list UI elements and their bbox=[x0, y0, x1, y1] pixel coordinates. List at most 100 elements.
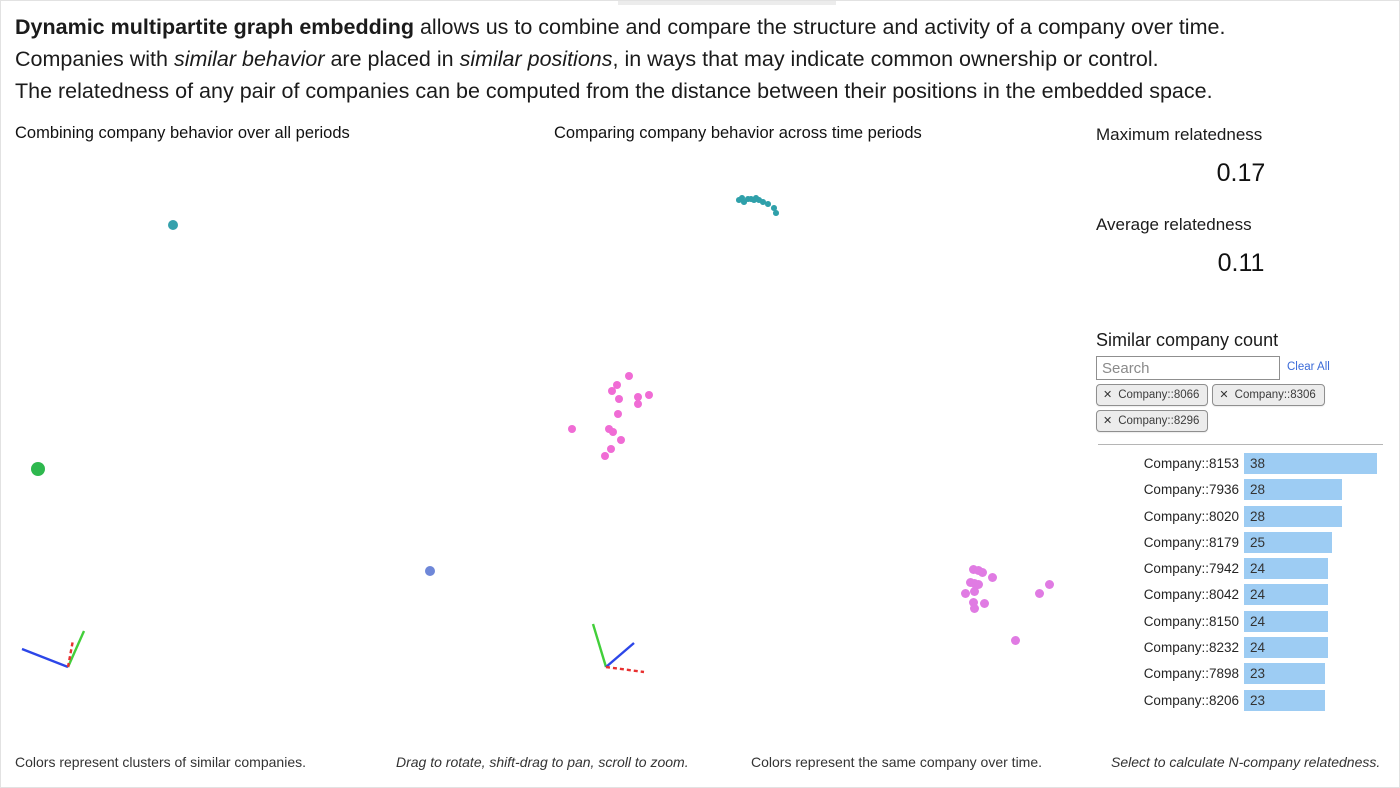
company-teal-point[interactable] bbox=[765, 201, 771, 207]
count-bar: 24 bbox=[1244, 637, 1328, 659]
company-pink-point[interactable] bbox=[645, 391, 653, 399]
company-teal-point[interactable] bbox=[745, 196, 751, 202]
company-pink-point[interactable] bbox=[607, 445, 615, 453]
company-label: Company::8042 bbox=[1143, 587, 1239, 603]
company-violet-point[interactable] bbox=[968, 597, 978, 607]
company-bar-row[interactable]: Company::8042 24 bbox=[1096, 584, 1386, 606]
company-bar-row[interactable]: Company::8150 24 bbox=[1096, 610, 1386, 632]
company-violet-point[interactable] bbox=[969, 603, 979, 613]
left-plot-title: Combining company behavior over all peri… bbox=[15, 124, 350, 142]
company-bar-row[interactable]: Company::8020 28 bbox=[1096, 505, 1386, 527]
company-bar-list: Company::8153 38 Company::7936 28 Company::8… bbox=[1096, 453, 1386, 716]
count-bar: 28 bbox=[1244, 505, 1342, 527]
count-bar: 24 bbox=[1244, 558, 1328, 580]
company-violet-point[interactable] bbox=[1044, 579, 1054, 589]
company-pink-point[interactable] bbox=[609, 428, 617, 436]
company-violet-point[interactable] bbox=[987, 572, 997, 582]
company-chip[interactable]: ✕ Company::8306 bbox=[1212, 384, 1325, 406]
company-chip[interactable]: ✕ Company::8066 bbox=[1096, 384, 1209, 406]
chip-label: Company::8296 bbox=[1118, 414, 1200, 427]
count-value: 38 bbox=[1250, 456, 1266, 471]
company-bar-row[interactable]: Company::7898 23 bbox=[1096, 663, 1386, 685]
count-value: 24 bbox=[1250, 640, 1266, 656]
company-teal-point[interactable] bbox=[756, 197, 762, 203]
company-violet-point[interactable] bbox=[969, 586, 979, 596]
company-violet-point[interactable] bbox=[960, 588, 970, 598]
remove-chip-icon[interactable]: ✕ bbox=[1219, 389, 1229, 401]
company-pink-point[interactable] bbox=[608, 387, 616, 395]
company-label: Company::8179 bbox=[1143, 534, 1239, 550]
company-label: Company::8150 bbox=[1143, 613, 1239, 629]
middle-plot-caption: Colors represent the same company over t… bbox=[751, 754, 1043, 770]
count-value: 25 bbox=[1250, 534, 1266, 550]
company-pink-point[interactable] bbox=[613, 381, 621, 389]
count-value: 24 bbox=[1250, 587, 1266, 603]
time-periods-embedding-plot[interactable] bbox=[541, 146, 1089, 756]
count-value: 23 bbox=[1250, 666, 1266, 682]
company-pink-point[interactable] bbox=[568, 425, 576, 433]
intro-line-3: The relatedness of any pair of companies… bbox=[15, 79, 1213, 103]
middle-plot-title: Comparing company behavior across time p… bbox=[554, 124, 922, 142]
count-bar: 25 bbox=[1244, 531, 1332, 553]
company-teal-point[interactable] bbox=[739, 195, 745, 201]
similar-company-count-title: Similar company count bbox=[1096, 330, 1279, 350]
company-teal-point[interactable] bbox=[773, 210, 779, 216]
count-bar: 23 bbox=[1244, 663, 1325, 685]
count-value: 23 bbox=[1250, 692, 1266, 708]
remove-chip-icon[interactable]: ✕ bbox=[1103, 415, 1113, 427]
company-bar-row[interactable]: Company::8206 23 bbox=[1096, 689, 1386, 711]
remove-chip-icon[interactable]: ✕ bbox=[1103, 389, 1113, 401]
company-pink-point[interactable] bbox=[615, 395, 623, 403]
axis-line bbox=[605, 665, 645, 674]
company-pink-point[interactable] bbox=[634, 400, 642, 408]
avg-relatedness-value: 0.11 bbox=[1217, 249, 1265, 277]
cluster-green-point[interactable] bbox=[31, 462, 45, 476]
company-violet-point[interactable] bbox=[977, 567, 987, 577]
company-teal-point[interactable] bbox=[741, 199, 747, 205]
search-input[interactable] bbox=[1096, 356, 1280, 380]
company-violet-point[interactable] bbox=[1034, 588, 1044, 598]
company-label: Company::7898 bbox=[1143, 666, 1239, 682]
company-violet-point[interactable] bbox=[968, 564, 978, 574]
combined-embedding-plot[interactable] bbox=[1, 146, 541, 756]
max-relatedness-value: 0.17 bbox=[1216, 159, 1266, 187]
company-teal-point[interactable] bbox=[748, 196, 754, 202]
avg-relatedness-label: Average relatedness bbox=[1096, 215, 1252, 234]
count-value: 24 bbox=[1250, 561, 1266, 577]
cluster-blue-point[interactable] bbox=[425, 566, 435, 576]
company-violet-point[interactable] bbox=[973, 579, 983, 589]
company-violet-point[interactable] bbox=[979, 598, 989, 608]
clear-all-link[interactable]: Clear All bbox=[1287, 361, 1330, 373]
count-bar: 38 bbox=[1244, 453, 1377, 474]
company-bar-row[interactable]: Company::8232 24 bbox=[1096, 637, 1386, 659]
axis-line bbox=[605, 642, 635, 668]
max-relatedness-label: Maximum relatedness bbox=[1096, 125, 1263, 144]
company-bar-row[interactable]: Company::7936 28 bbox=[1096, 479, 1386, 501]
company-teal-point[interactable] bbox=[736, 197, 742, 203]
company-label: Company::7936 bbox=[1143, 482, 1239, 498]
top-edge-artifact bbox=[618, 1, 836, 5]
selected-chips: ✕ Company::8066 ✕ Company::8306 ✕ Company::82… bbox=[1096, 384, 1396, 432]
company-teal-point[interactable] bbox=[771, 205, 777, 211]
company-pink-point[interactable] bbox=[614, 410, 622, 418]
company-pink-point[interactable] bbox=[634, 393, 642, 401]
company-pink-point[interactable] bbox=[625, 372, 633, 380]
company-pink-point[interactable] bbox=[601, 452, 609, 460]
list-divider bbox=[1098, 444, 1383, 445]
company-bar-row[interactable]: Company::8179 25 bbox=[1096, 531, 1386, 553]
count-value: 28 bbox=[1250, 482, 1266, 498]
count-bar: 23 bbox=[1244, 689, 1325, 711]
company-bar-row[interactable]: Company::7942 24 bbox=[1096, 558, 1386, 580]
axes-gizmo bbox=[21, 630, 86, 669]
intro-text: Dynamic multipartite graph embedding all… bbox=[15, 11, 1355, 107]
intro-line-1: Dynamic multipartite graph embedding all… bbox=[15, 15, 1226, 39]
company-label: Company::8020 bbox=[1143, 508, 1239, 524]
company-chip[interactable]: ✕ Company::8296 bbox=[1096, 410, 1209, 432]
company-pink-point[interactable] bbox=[617, 436, 625, 444]
company-violet-point[interactable] bbox=[1010, 635, 1020, 645]
axis-line bbox=[66, 639, 75, 668]
company-bar-row[interactable]: Company::8153 38 bbox=[1096, 453, 1386, 474]
cluster-teal-point[interactable] bbox=[168, 220, 178, 230]
company-teal-point[interactable] bbox=[760, 199, 766, 205]
company-teal-point[interactable] bbox=[753, 195, 759, 201]
